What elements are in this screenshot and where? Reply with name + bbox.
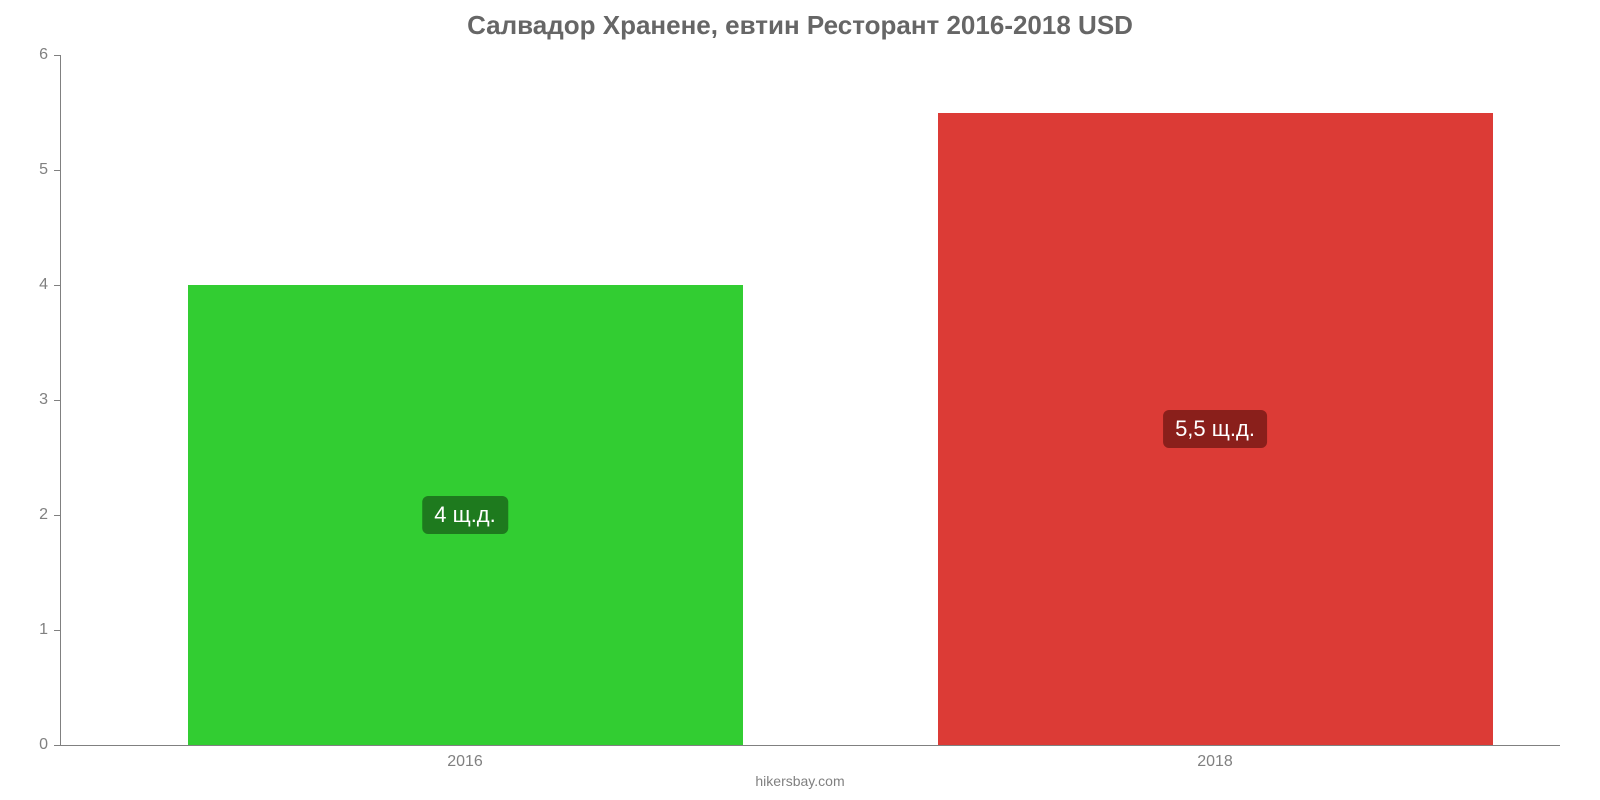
chart-footer: hikersbay.com xyxy=(0,773,1600,789)
y-tick-label: 5 xyxy=(0,161,48,179)
y-tick-label: 6 xyxy=(0,46,48,64)
y-tick-label: 1 xyxy=(0,621,48,639)
x-tick-label: 2016 xyxy=(447,753,483,771)
y-tick-mark xyxy=(54,285,60,286)
chart-title: Салвадор Хранене, евтин Ресторант 2016-2… xyxy=(0,10,1600,41)
chart-container: Салвадор Хранене, евтин Ресторант 2016-2… xyxy=(0,0,1600,800)
y-tick-label: 2 xyxy=(0,506,48,524)
x-tick-label: 2018 xyxy=(1197,753,1233,771)
x-axis-line xyxy=(60,745,1560,746)
y-tick-label: 0 xyxy=(0,736,48,754)
y-tick-label: 4 xyxy=(0,276,48,294)
bar-value-label: 4 щ.д. xyxy=(422,496,508,534)
bar-value-label: 5,5 щ.д. xyxy=(1163,410,1267,448)
y-tick-mark xyxy=(54,170,60,171)
y-tick-mark xyxy=(54,745,60,746)
y-tick-mark xyxy=(54,630,60,631)
y-tick-mark xyxy=(54,400,60,401)
y-tick-mark xyxy=(54,515,60,516)
y-tick-label: 3 xyxy=(0,391,48,409)
y-axis-line xyxy=(60,55,61,745)
y-tick-mark xyxy=(54,55,60,56)
